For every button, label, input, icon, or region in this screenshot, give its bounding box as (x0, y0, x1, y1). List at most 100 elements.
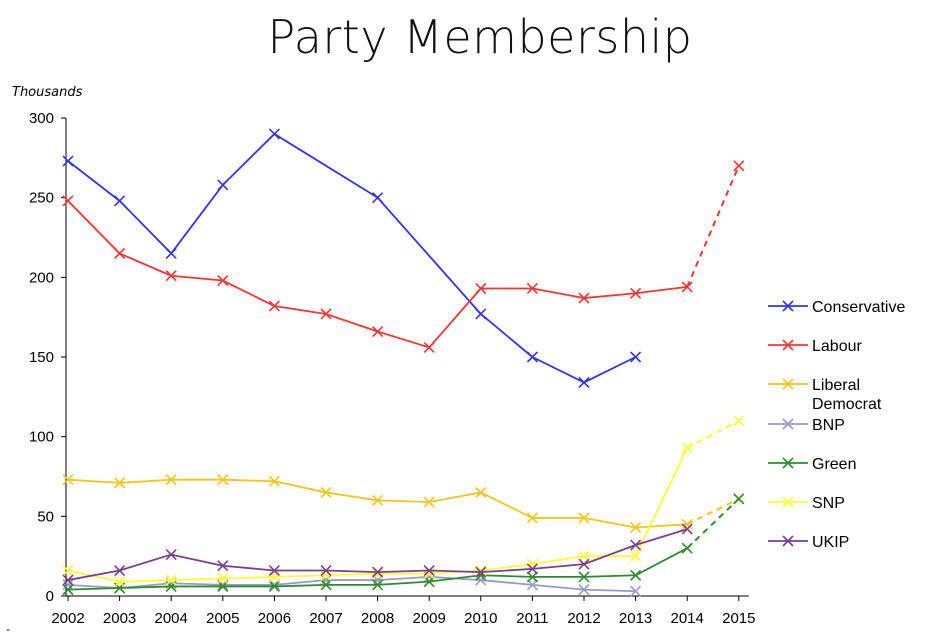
conservative-point (114, 195, 126, 207)
green-point (62, 584, 74, 596)
snp-point (733, 415, 745, 427)
ukip-point (62, 574, 74, 586)
x-tick-label: 2006 (258, 610, 291, 627)
series-labour (62, 160, 745, 354)
snp-point (320, 569, 332, 581)
green-point (423, 576, 435, 588)
conservative-point (62, 155, 74, 167)
legend-label: BNP (812, 417, 845, 434)
ukip-point (165, 549, 177, 561)
green-point (268, 580, 280, 593)
legend-item-ukip: UKIP (768, 534, 849, 551)
labour-point (475, 282, 487, 295)
snp-projection-line (686, 419, 740, 449)
legend-label: Liberal (812, 377, 860, 394)
x-tick-label: 2005 (206, 610, 239, 627)
labour-point (62, 195, 74, 207)
series-conservative (62, 128, 642, 389)
bnp-point (526, 579, 538, 591)
labour-point (320, 308, 332, 320)
bnp-point (578, 584, 590, 596)
conservative-point (630, 351, 642, 363)
ukip-point (320, 564, 332, 577)
legend-swatch-marker (782, 418, 794, 430)
green-point (681, 542, 693, 554)
legend-swatch-marker (782, 535, 794, 547)
legend-swatch-marker (782, 339, 794, 351)
liberal-democrat-point (372, 494, 384, 506)
y-tick-label: 250 (29, 190, 54, 207)
bnp-point (630, 585, 642, 597)
labour-point (372, 325, 384, 338)
conservative-point (578, 376, 590, 389)
series-snp (62, 415, 745, 588)
liberal-democrat-point (114, 477, 126, 489)
legend-swatch-marker (782, 300, 794, 312)
snp-line (67, 447, 689, 583)
labour-point (630, 287, 642, 299)
legend-item-conservative: Conservative (768, 299, 905, 316)
legend-swatch-marker (782, 457, 794, 469)
green-projection-line (686, 498, 740, 549)
footnote-mark: - (6, 622, 10, 636)
labour-point (217, 274, 229, 287)
labour-point (268, 300, 280, 312)
x-tick-label: 2004 (155, 610, 188, 627)
snp-point (114, 576, 126, 588)
labour-point (733, 160, 745, 172)
bnp-point (475, 574, 487, 586)
x-tick-label: 2003 (103, 610, 136, 627)
legend-item-liberal-democrat: Liberal Democrat (768, 377, 882, 413)
series-layer (62, 128, 745, 597)
green-point (217, 580, 229, 593)
liberal-democrat-point (630, 521, 642, 534)
bnp-point (320, 574, 332, 586)
conservative-line (67, 133, 636, 384)
x-tick-label: 2002 (51, 610, 84, 627)
conservative-point (165, 247, 177, 259)
legend-item-labour: Labour (768, 338, 862, 355)
liberal-democrat-point (268, 475, 280, 487)
ukip-point (681, 523, 693, 535)
labour-point (423, 341, 435, 354)
ukip-point (114, 564, 126, 577)
y-tick-label: 100 (29, 429, 54, 446)
liberal-democrat-point (62, 474, 74, 486)
liberal-democrat-point (681, 518, 693, 530)
conservative-point (217, 179, 229, 191)
x-tick-label: 2012 (567, 610, 600, 627)
ukip-point (217, 560, 229, 572)
snp-point (217, 572, 229, 585)
chart-axes: Thousands 0 50 100 150 200 250 300 2002 2003 2004 2… (12, 85, 755, 627)
y-tick-label: 200 (29, 269, 54, 286)
bnp-point (268, 579, 280, 591)
legend-swatch-marker (782, 378, 794, 390)
labour-line (67, 200, 688, 349)
green-point (372, 579, 384, 591)
series-ukip (62, 523, 693, 586)
green-point (630, 569, 642, 581)
labour-point (526, 282, 538, 295)
labour-point (578, 292, 590, 304)
liberal-democrat-point (526, 512, 538, 524)
x-tick-label: 2009 (413, 610, 446, 627)
labour-projection-line (686, 165, 740, 288)
ukip-point (630, 539, 642, 551)
x-tick-label: 2011 (516, 610, 548, 627)
liberal-democrat-point (165, 474, 177, 486)
labour-point (114, 247, 126, 259)
conservative-point (372, 192, 384, 204)
liberal-democrat-point (423, 496, 435, 508)
snp-point (526, 558, 538, 570)
green-point (733, 493, 745, 505)
snp-point (475, 564, 487, 577)
green-point (526, 571, 538, 583)
legend-label: Conservative (812, 299, 905, 316)
x-tick-label: 2010 (464, 610, 497, 627)
y-axis-unit-label: Thousands (12, 85, 83, 100)
snp-point (630, 550, 642, 562)
ukip-point (268, 564, 280, 577)
y-tick-label: 50 (37, 508, 54, 525)
legend-label-line2: Democrat (812, 396, 882, 413)
conservative-point (268, 128, 280, 140)
